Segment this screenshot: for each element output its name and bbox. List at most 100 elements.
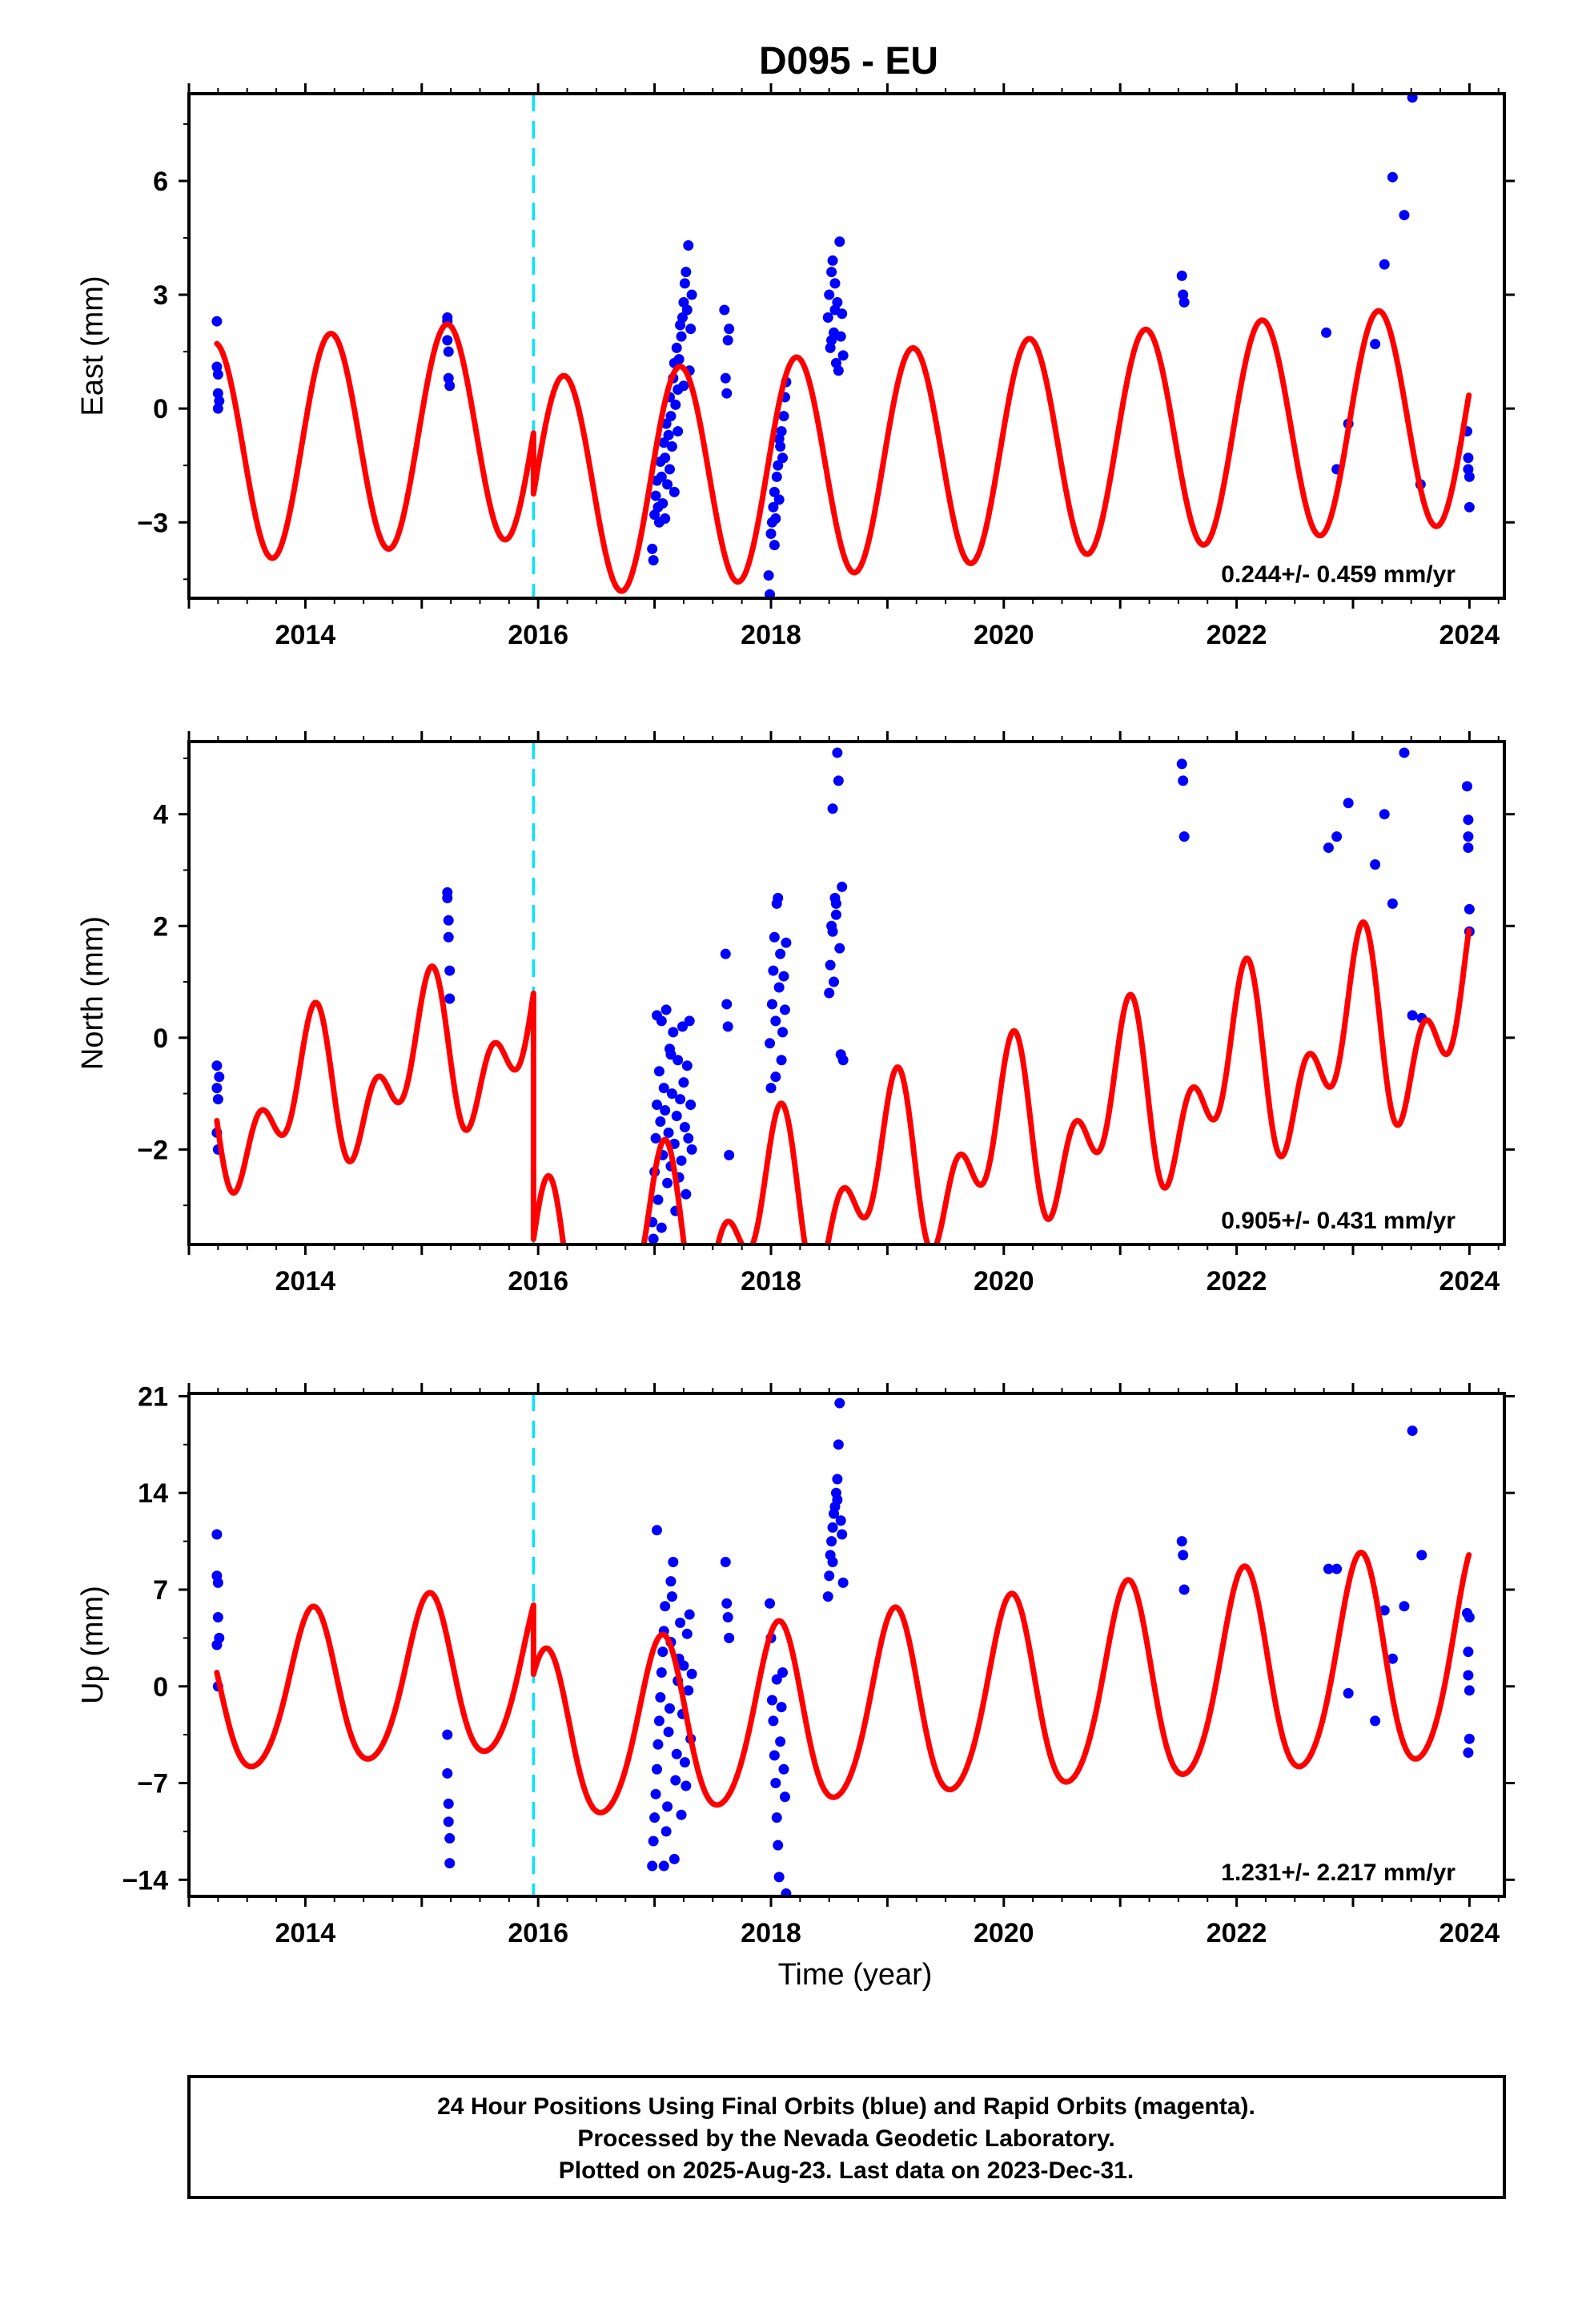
data-point: [685, 324, 697, 335]
data-point: [662, 1177, 673, 1188]
data-point: [676, 1155, 687, 1166]
data-point: [683, 239, 694, 251]
data-point: [212, 369, 223, 380]
data-point: [1463, 452, 1474, 464]
data-point: [669, 1853, 680, 1864]
y-tick-label: −2: [137, 1135, 168, 1165]
data-point: [720, 948, 731, 959]
data-point: [656, 1667, 667, 1679]
x-tick-label: 2022: [1207, 620, 1267, 650]
data-point: [670, 1775, 681, 1786]
data-point: [1323, 1563, 1334, 1574]
data-point: [776, 1055, 787, 1066]
data-point: [214, 1072, 225, 1083]
data-point: [763, 570, 774, 581]
data-point: [678, 1660, 689, 1671]
data-point: [665, 1576, 677, 1587]
data-point: [770, 1015, 781, 1027]
data-point: [211, 316, 223, 327]
data-point: [1464, 1733, 1475, 1744]
data-point: [661, 1004, 672, 1015]
data-point: [681, 1628, 693, 1639]
data-point: [1463, 1647, 1474, 1658]
data-point: [777, 1667, 789, 1679]
data-point: [681, 304, 693, 316]
data-point: [829, 304, 841, 316]
data-point: [684, 1015, 695, 1027]
data-point: [1464, 1685, 1475, 1696]
data-point: [442, 1729, 453, 1740]
data-point: [722, 1021, 733, 1032]
y-tick-label: 0: [153, 1672, 168, 1703]
data-point: [679, 1121, 690, 1132]
data-point: [1323, 842, 1334, 854]
x-tick-label: 2016: [508, 620, 568, 650]
data-point: [773, 460, 784, 471]
data-point: [444, 1833, 456, 1844]
data-point: [1178, 1550, 1189, 1561]
velocity-label: 0.905+/- 0.431 mm/yr: [1221, 1208, 1456, 1234]
data-point: [824, 1570, 835, 1582]
data-point: [724, 1632, 735, 1643]
x-axis-label: Time (year): [778, 1958, 933, 1992]
data-point: [827, 926, 838, 937]
data-point: [678, 1077, 689, 1088]
y-tick-label: 6: [153, 167, 168, 197]
data-point: [822, 1591, 833, 1602]
data-point: [675, 1094, 686, 1105]
data-point: [661, 1826, 672, 1837]
data-point: [653, 1715, 665, 1727]
data-point: [677, 312, 688, 323]
data-point: [834, 943, 845, 954]
y-tick-label: 14: [138, 1478, 168, 1509]
data-point: [211, 1639, 223, 1651]
data-point: [766, 1695, 777, 1706]
data-point: [664, 1703, 675, 1714]
data-point: [677, 1021, 688, 1032]
plot-area: [211, 1393, 1475, 1896]
data-point: [683, 1132, 694, 1144]
data-point: [648, 555, 659, 566]
data-point: [765, 1083, 777, 1094]
data-point: [666, 441, 677, 452]
data-point: [443, 931, 454, 943]
data-point: [657, 1647, 669, 1658]
data-point: [1461, 781, 1472, 792]
x-tick-label: 2020: [974, 620, 1034, 650]
data-point: [212, 1094, 223, 1105]
data-point: [683, 1685, 694, 1696]
data-point: [769, 540, 780, 551]
data-point: [773, 892, 784, 903]
data-point: [1399, 1601, 1410, 1612]
data-point: [655, 1692, 666, 1703]
x-tick-label: 2014: [275, 620, 336, 650]
data-point: [1176, 1536, 1187, 1547]
data-point: [671, 1748, 682, 1759]
data-point: [664, 464, 675, 475]
data-point: [837, 350, 849, 361]
data-point: [773, 1872, 785, 1883]
y-tick-label: −7: [137, 1769, 168, 1799]
data-point: [778, 1763, 789, 1775]
model-curve: [214, 308, 1472, 594]
data-point: [647, 1860, 658, 1872]
data-point: [655, 1116, 666, 1127]
x-tick-label: 2020: [974, 1918, 1034, 1948]
y-tick-label: 7: [153, 1575, 168, 1606]
x-tick-label: 2020: [974, 1266, 1034, 1297]
data-point: [1176, 270, 1187, 281]
data-point: [830, 898, 841, 909]
data-point: [775, 948, 786, 959]
model-curve: [214, 919, 1472, 1244]
data-point: [776, 1702, 787, 1713]
data-point: [1331, 831, 1343, 842]
data-point: [1178, 297, 1190, 308]
x-tick-label: 2014: [275, 1918, 336, 1948]
data-point: [769, 1750, 780, 1761]
data-point: [663, 429, 674, 440]
data-point: [825, 959, 836, 971]
data-point: [765, 1038, 776, 1049]
data-point: [658, 1083, 669, 1094]
data-point: [1407, 94, 1418, 103]
data-point: [660, 513, 671, 525]
